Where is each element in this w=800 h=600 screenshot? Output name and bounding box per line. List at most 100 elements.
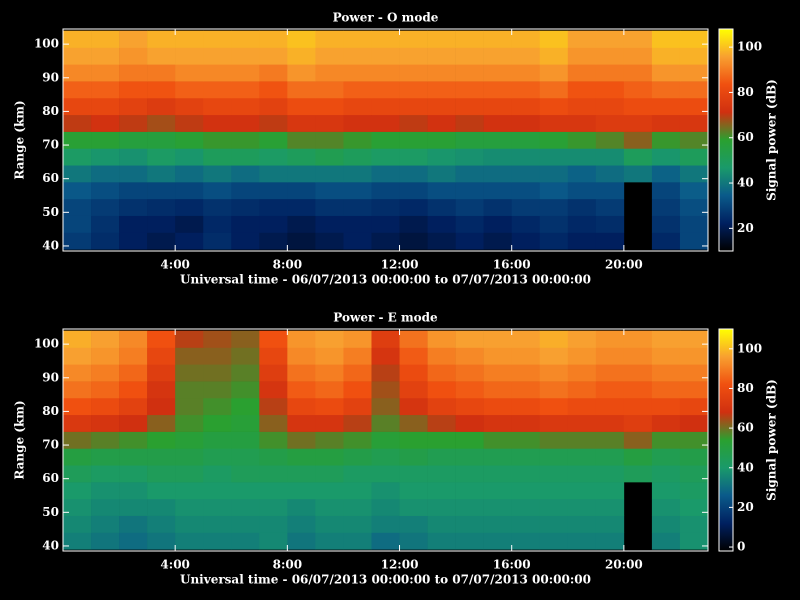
heatmap-cell <box>427 215 456 233</box>
heatmap-cell <box>679 532 709 550</box>
heatmap-cell <box>119 97 148 116</box>
heatmap-cell <box>483 148 512 166</box>
heatmap-cell <box>679 498 709 516</box>
heatmap-cell <box>651 515 681 533</box>
heatmap-cell <box>287 30 316 48</box>
heatmap-cell <box>679 330 709 348</box>
heatmap-cell <box>371 381 400 399</box>
heatmap-cell <box>651 465 681 483</box>
heatmap-cell <box>455 515 484 533</box>
heatmap-cell <box>483 381 512 399</box>
heatmap-cell <box>91 414 120 432</box>
heatmap-cell <box>455 148 484 166</box>
x-axis-label: Universal time - 06/07/2013 00:00:00 to … <box>180 273 591 287</box>
heatmap-cell <box>651 448 681 466</box>
heatmap-cell <box>315 347 344 365</box>
heatmap-cell <box>651 198 681 216</box>
heatmap-cell <box>679 131 709 149</box>
heatmap-cell <box>147 381 176 399</box>
heatmap-cell <box>231 482 260 500</box>
heatmap-cell <box>651 97 681 116</box>
heatmap-cell <box>287 131 316 149</box>
heatmap-cell <box>399 114 428 132</box>
heatmap-cell <box>399 131 428 149</box>
heatmap-cell <box>427 148 456 166</box>
heatmap-cell <box>231 64 260 82</box>
heatmap-cell <box>679 465 709 483</box>
heatmap-cell <box>287 148 316 166</box>
heatmap-cell <box>175 482 204 500</box>
heatmap-cell <box>259 148 288 166</box>
heatmap-cell <box>371 414 400 432</box>
heatmap-cell <box>287 182 316 200</box>
colorbar <box>718 328 734 552</box>
colorbar-tick-label: 20 <box>737 221 754 235</box>
heatmap-cell <box>119 182 148 200</box>
heatmap-cell <box>483 414 512 432</box>
y-tick-label: 60 <box>42 471 59 485</box>
heatmap-cell <box>203 330 232 348</box>
x-tick-label: 12:00 <box>381 558 419 572</box>
heatmap-cell <box>203 364 232 382</box>
heatmap-cell <box>455 47 484 65</box>
heatmap-cell <box>343 131 372 149</box>
heatmap-cell <box>203 414 232 432</box>
heatmap-cell <box>315 215 344 233</box>
heatmap-cell <box>483 532 512 550</box>
heatmap-cell <box>343 414 372 432</box>
heatmap-cell <box>231 114 260 132</box>
heatmap-cell <box>63 498 92 516</box>
heatmap-cell <box>203 482 232 500</box>
heatmap-cell <box>399 414 428 432</box>
heatmap-cell <box>287 81 316 99</box>
heatmap-cell <box>483 97 512 116</box>
heatmap-cell <box>203 114 232 132</box>
heatmap-cell <box>259 47 288 65</box>
heatmap-cell <box>203 215 232 233</box>
y-tick-label: 90 <box>42 370 59 384</box>
heatmap-cell <box>315 381 344 399</box>
heatmap-cell <box>175 97 204 116</box>
heatmap-cell <box>511 364 541 382</box>
heatmap-cell <box>371 131 400 149</box>
heatmap-cell <box>91 30 120 48</box>
heatmap-cell <box>567 232 597 250</box>
heatmap-cell <box>203 97 232 116</box>
heatmap-cell <box>343 381 372 399</box>
heatmap-cell <box>371 97 400 116</box>
heatmap-cell <box>203 182 232 200</box>
heatmap-cell <box>287 97 316 116</box>
heatmap-cell <box>539 182 569 200</box>
heatmap-cell <box>567 198 597 216</box>
heatmap-cell <box>679 232 709 250</box>
heatmap-cell <box>91 498 120 516</box>
heatmap-cell <box>651 431 681 449</box>
heatmap-cell <box>147 64 176 82</box>
heatmap-cell <box>651 482 681 500</box>
heatmap-cell <box>371 498 400 516</box>
heatmap-cell <box>679 414 709 432</box>
heatmap-cell <box>315 182 344 200</box>
heatmap-cell <box>399 30 428 48</box>
heatmap-cell <box>539 431 569 449</box>
heatmap-cell <box>539 64 569 82</box>
heatmap-cell <box>259 198 288 216</box>
heatmap-cell <box>371 232 400 250</box>
heatmap-cell <box>651 81 681 99</box>
heatmap-cell <box>315 482 344 500</box>
heatmap-cell <box>231 81 260 99</box>
heatmap-cell <box>623 131 653 149</box>
heatmap-cell <box>483 515 512 533</box>
heatmap-cell <box>231 414 260 432</box>
heatmap-cell <box>511 465 541 483</box>
heatmap-cell <box>343 498 372 516</box>
heatmap-cell <box>343 532 372 550</box>
heatmap-cell <box>91 182 120 200</box>
heatmap-cell <box>595 198 625 216</box>
heatmap-cell <box>427 465 456 483</box>
heatmap-cell <box>595 381 625 399</box>
heatmap-cell <box>175 498 204 516</box>
heatmap-cell <box>91 347 120 365</box>
heatmap-cell <box>231 165 260 183</box>
heatmap-cell <box>147 131 176 149</box>
